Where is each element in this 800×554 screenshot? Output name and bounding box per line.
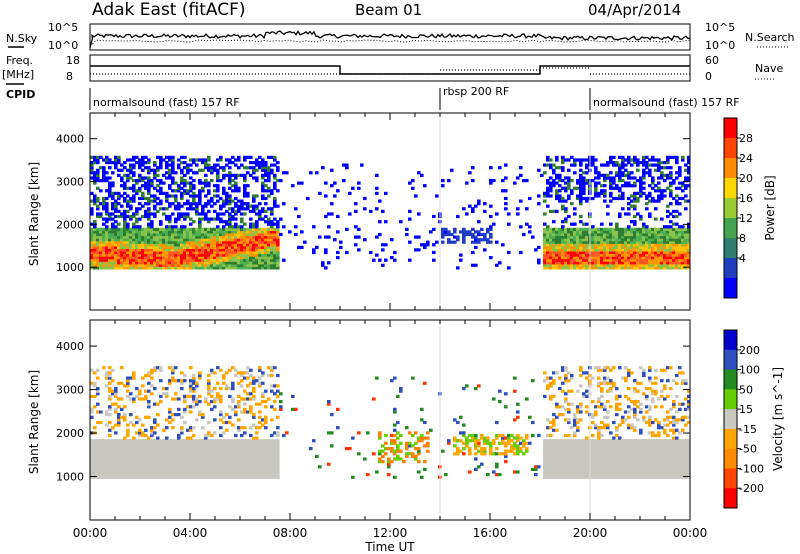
freq-tick-bottom: 8 xyxy=(66,70,73,83)
x-tick-label: 20:00 xyxy=(573,526,608,540)
velocity-colorbar-tick: -50 xyxy=(739,443,757,456)
velocity-ylabel: Slant Range [km] xyxy=(27,370,41,474)
colorbar-swatch xyxy=(724,409,737,430)
x-tick-label: 16:00 xyxy=(473,526,508,540)
time-axis-labels: 00:00 04:00 08:00 12:00 16:00 20:00 00:00 xyxy=(73,526,708,540)
power-colorbar-tick: 4 xyxy=(739,252,746,265)
x-axis-label: Time UT xyxy=(364,540,415,554)
colorbar-swatch xyxy=(724,258,737,279)
colorbar-swatch xyxy=(724,330,737,351)
colorbar-swatch xyxy=(724,198,737,219)
colorbar-swatch xyxy=(724,389,737,410)
freq-panel-frame xyxy=(89,54,691,82)
power-ylabel: Slant Range [km] xyxy=(27,162,41,266)
power-colorbar-tick: 8 xyxy=(739,232,746,245)
y-tick-label: 4000 xyxy=(56,133,84,146)
x-tick-label: 00:00 xyxy=(73,526,108,540)
cpid-row: normalsound (fast) 157 RF rbsp 200 RF norm… xyxy=(89,85,740,110)
colorbar-swatch xyxy=(724,178,737,199)
x-tick-label: 12:00 xyxy=(373,526,408,540)
station-title: Adak East (fitACF) xyxy=(92,0,246,20)
y-tick-label: 2000 xyxy=(56,427,84,440)
nave-trace xyxy=(90,67,690,75)
cpid-segment-label: rbsp 200 RF xyxy=(443,85,509,98)
nave-tick-bottom: 0 xyxy=(705,70,712,83)
noise-trace xyxy=(89,30,691,49)
colorbar-swatch xyxy=(724,158,737,179)
noise-search-trace xyxy=(92,39,691,45)
colorbar-swatch xyxy=(724,349,737,371)
power-colorbar-tick: 20 xyxy=(739,172,753,185)
power-colorbar-tick: 12 xyxy=(739,212,753,225)
cpid-label: CPID xyxy=(6,88,35,101)
power-colorbar-tick: 28 xyxy=(739,132,753,145)
y-tick-label: 1000 xyxy=(56,261,84,274)
noise-tick-top: 10^5 xyxy=(48,21,78,34)
y-tick-label: 2000 xyxy=(56,218,84,231)
velocity-colorbar-tick: 15 xyxy=(739,403,753,416)
y-tick-label: 4000 xyxy=(56,340,84,353)
noise-panel-frame xyxy=(89,23,691,51)
colorbar-swatch xyxy=(724,468,737,489)
x-tick-label: 00:00 xyxy=(673,526,708,540)
colorbar-swatch xyxy=(724,369,737,390)
velocity-colorbar-tick: -15 xyxy=(739,423,757,436)
velocity-colorbar-tick: 50 xyxy=(739,383,753,396)
power-panel-background xyxy=(90,113,690,310)
colorbar-swatch xyxy=(724,218,737,239)
cpid-segment-label: normalsound (fast) 157 RF xyxy=(593,96,740,109)
x-tick-label: 08:00 xyxy=(273,526,308,540)
colorbar-swatch xyxy=(724,278,737,299)
velocity-colorbar-tick: -200 xyxy=(739,482,764,495)
noise-tick-top-right: 10^5 xyxy=(705,21,735,34)
velocity-colorbar-tick: -100 xyxy=(739,462,764,475)
power-axes: 1000 2000 3000 4000 xyxy=(56,113,691,310)
nsky-label: N.Sky xyxy=(6,32,38,45)
velocity-axes: 1000 2000 3000 4000 xyxy=(56,320,691,520)
power-colorbar-tick: 24 xyxy=(739,152,753,165)
freq-label: Freq. xyxy=(6,54,33,67)
beam-title: Beam 01 xyxy=(355,1,422,19)
y-tick-label: 1000 xyxy=(56,471,84,484)
colorbar-swatch xyxy=(724,118,737,139)
colorbar-swatch xyxy=(724,238,737,259)
colorbar-swatch xyxy=(724,428,737,450)
x-tick-label: 04:00 xyxy=(173,526,208,540)
freq-tick-top: 18 xyxy=(66,54,80,67)
power-colorbar: 28 24 20 16 12 8 4 Power [dB] xyxy=(723,117,777,299)
y-tick-label: 3000 xyxy=(56,384,84,397)
nave-tick-top: 60 xyxy=(705,54,719,67)
velocity-colorbar-tick: 200 xyxy=(739,344,760,357)
colorbar-swatch xyxy=(724,488,737,509)
velocity-panel-background xyxy=(90,320,690,520)
colorbar-swatch xyxy=(724,138,737,159)
velocity-colorbar: 200 100 50 15 -15 -50 -100 -200 Velocity [m s^-1… xyxy=(723,329,785,509)
velocity-colorbar-tick: 100 xyxy=(739,364,760,377)
cpid-segment-label: normalsound (fast) 157 RF xyxy=(93,96,240,109)
velocity-colorbar-label: Velocity [m s^-1] xyxy=(771,367,785,471)
freq-unit: [MHz] xyxy=(2,68,34,81)
date-title: 04/Apr/2014 xyxy=(588,1,681,19)
power-colorbar-tick: 16 xyxy=(739,192,753,205)
noise-tick-bottom-right: 10^0 xyxy=(705,39,735,52)
y-tick-label: 3000 xyxy=(56,176,84,189)
freq-trace xyxy=(90,65,690,75)
power-colorbar-label: Power [dB] xyxy=(763,175,777,240)
noise-tick-bottom: 10^0 xyxy=(48,39,78,52)
nave-label: Nave xyxy=(755,62,783,75)
velocity-data-layer xyxy=(90,320,690,520)
colorbar-swatch xyxy=(724,448,737,469)
nsearch-label: N.Search xyxy=(745,31,795,44)
